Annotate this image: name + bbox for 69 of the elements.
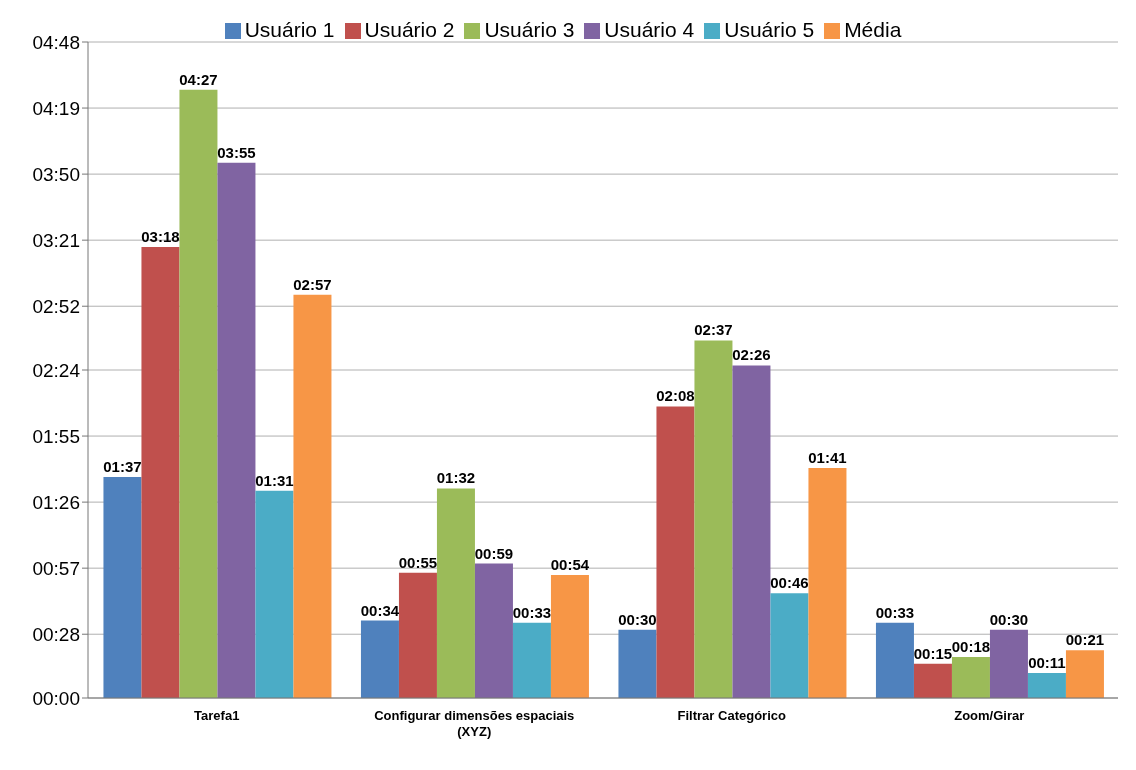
data-label: 02:57 xyxy=(293,275,332,293)
bar xyxy=(103,477,142,698)
bar xyxy=(217,162,256,698)
data-label: 01:32 xyxy=(436,469,476,487)
bar xyxy=(436,488,475,698)
y-tick-label: 02:24 xyxy=(32,359,81,381)
legend-label: Usuário 5 xyxy=(724,18,815,41)
data-label: 00:15 xyxy=(913,644,953,662)
bar xyxy=(141,247,180,698)
bar xyxy=(951,657,990,698)
bar xyxy=(550,575,589,698)
data-label: 00:21 xyxy=(1065,631,1105,649)
legend-label: Usuário 2 xyxy=(364,18,455,41)
bar xyxy=(808,467,847,698)
bar xyxy=(512,622,551,698)
bar xyxy=(293,294,332,698)
bar xyxy=(1027,672,1066,698)
bar xyxy=(989,629,1028,698)
data-label: 00:55 xyxy=(398,553,438,571)
data-label: 00:18 xyxy=(951,638,991,655)
bar xyxy=(732,365,771,698)
legend-label: Usuário 1 xyxy=(244,18,335,41)
data-label: 02:37 xyxy=(694,321,733,339)
bar xyxy=(398,572,437,698)
bar xyxy=(255,490,294,698)
y-tick-label: 00:57 xyxy=(32,557,80,579)
data-label: 00:34 xyxy=(360,601,400,619)
y-tick-label: 02:52 xyxy=(32,295,80,317)
x-tick-label: Zoom/Girar xyxy=(954,708,1025,723)
bar xyxy=(913,663,952,698)
data-label: 02:08 xyxy=(656,387,695,405)
data-label: 00:11 xyxy=(1028,653,1066,671)
y-tick-label: 04:48 xyxy=(32,31,80,53)
legend-label: Média xyxy=(844,18,902,41)
data-label: 02:26 xyxy=(732,346,771,364)
data-label: 03:18 xyxy=(141,228,180,245)
y-tick-label: 00:28 xyxy=(32,623,80,645)
bar xyxy=(656,406,695,698)
bar xyxy=(770,593,809,698)
x-tick-label: Tarefa1 xyxy=(194,708,240,723)
bar xyxy=(1065,650,1104,698)
bar xyxy=(694,340,733,698)
data-label: 01:41 xyxy=(808,448,847,466)
bar xyxy=(360,620,399,698)
y-tick-label: 01:26 xyxy=(32,491,80,513)
data-label: 00:30 xyxy=(989,610,1029,628)
y-tick-label: 03:21 xyxy=(32,229,80,251)
y-tick-label: 01:55 xyxy=(32,425,80,447)
data-label: 00:33 xyxy=(875,603,915,621)
data-label: 00:59 xyxy=(474,544,514,562)
data-label: 01:31 xyxy=(255,471,294,489)
data-label: 04:27 xyxy=(179,70,218,88)
y-tick-label: 03:50 xyxy=(32,163,80,185)
y-tick-label: 04:19 xyxy=(32,97,80,119)
data-label: 00:54 xyxy=(550,556,590,573)
x-tick-label: Filtrar Categórico xyxy=(677,708,786,723)
bar xyxy=(618,629,657,698)
data-label: 00:46 xyxy=(770,574,809,592)
bar xyxy=(179,89,218,698)
legend-label: Usuário 4 xyxy=(604,18,695,41)
x-tick-label: Configurar dimensões espaciais (XYZ) xyxy=(374,708,575,739)
bar xyxy=(875,622,914,698)
data-label: 00:30 xyxy=(618,610,657,628)
data-label: 01:37 xyxy=(103,458,142,476)
y-tick-label: 00:00 xyxy=(32,687,80,709)
data-label: 00:33 xyxy=(512,603,552,621)
data-label: 03:55 xyxy=(217,143,256,161)
legend-label: Usuário 3 xyxy=(484,18,575,41)
bar xyxy=(474,563,513,698)
